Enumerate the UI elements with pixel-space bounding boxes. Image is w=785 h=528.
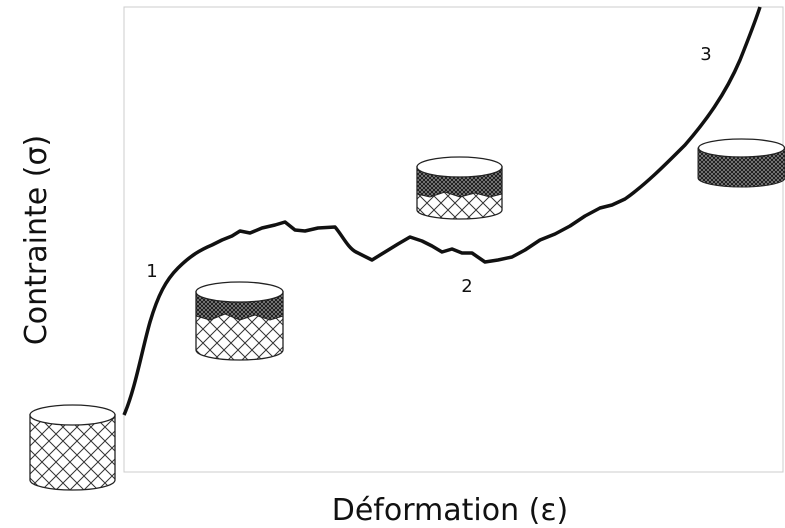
cylinder-undeformed — [29, 404, 116, 491]
stress-strain-curve — [122, 6, 762, 416]
region-label: 3 — [700, 44, 711, 65]
region-label: 1 — [146, 261, 157, 282]
plot-frame — [123, 6, 784, 473]
region-label: 2 — [461, 276, 472, 297]
cylinder-stage-1 — [195, 281, 284, 361]
cylinder-stage-3 — [697, 138, 785, 188]
y-axis-label: Contrainte (σ) — [19, 135, 54, 345]
x-axis-label: Déformation (ε) — [332, 493, 569, 528]
cylinder-stage-2 — [416, 156, 503, 220]
